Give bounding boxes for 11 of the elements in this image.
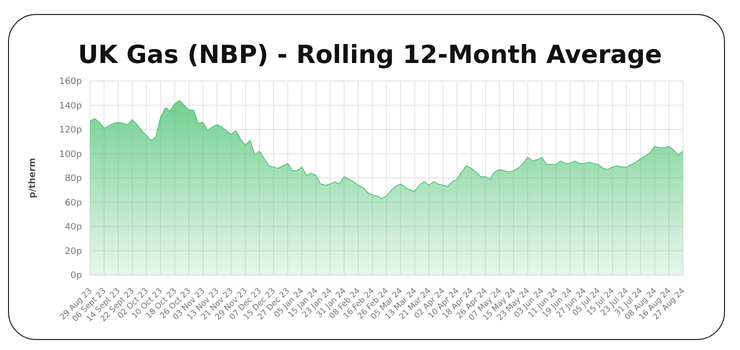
y-tick-label: 100p xyxy=(59,150,82,160)
y-tick-label: 120p xyxy=(59,126,82,136)
y-tick-label: 60p xyxy=(64,198,82,208)
y-tick-label: 20p xyxy=(64,246,82,257)
y-tick-label: 40p xyxy=(64,222,82,233)
y-axis-title: p/therm xyxy=(28,158,38,198)
chart-title: UK Gas (NBP) - Rolling 12-Month Average xyxy=(76,40,664,69)
y-tick-label: 160p xyxy=(59,77,82,88)
y-tick-label: 80p xyxy=(64,174,82,184)
y-tick-label: 140p xyxy=(59,101,82,112)
y-tick-label: 0p xyxy=(70,271,82,282)
